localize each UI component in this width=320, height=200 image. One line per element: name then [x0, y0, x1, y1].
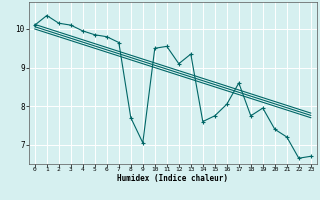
X-axis label: Humidex (Indice chaleur): Humidex (Indice chaleur): [117, 174, 228, 183]
